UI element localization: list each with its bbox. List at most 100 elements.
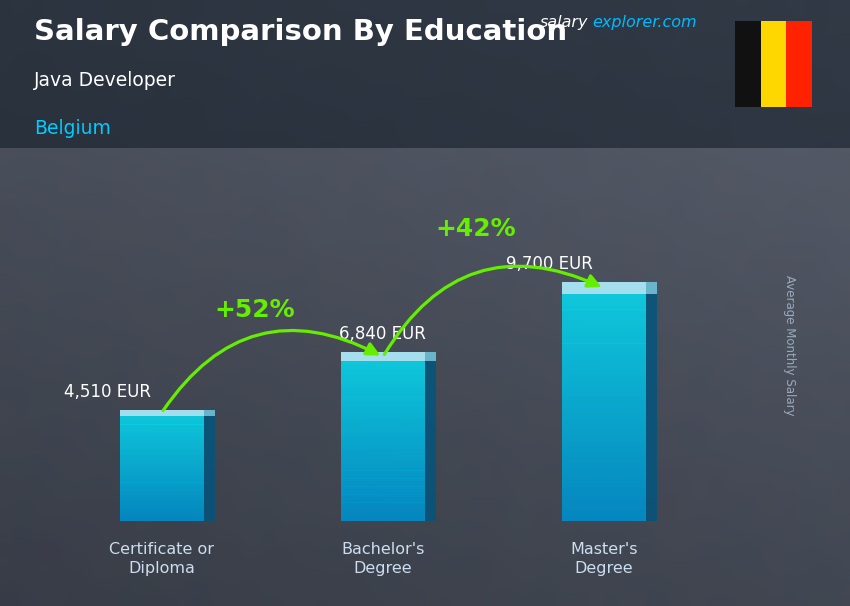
Bar bbox=[120, 484, 204, 486]
Bar bbox=[120, 431, 204, 433]
Bar bbox=[341, 462, 425, 465]
Bar bbox=[562, 317, 646, 321]
Bar bbox=[341, 396, 425, 399]
Bar bbox=[341, 441, 425, 444]
Bar bbox=[562, 479, 646, 484]
Bar bbox=[341, 364, 425, 367]
Bar bbox=[120, 435, 204, 437]
Bar bbox=[341, 433, 425, 436]
Bar bbox=[120, 423, 204, 425]
Bar bbox=[341, 430, 425, 433]
Bar bbox=[120, 470, 204, 472]
Bar bbox=[562, 491, 646, 494]
Bar bbox=[562, 310, 646, 313]
Bar bbox=[120, 456, 204, 458]
Bar bbox=[341, 390, 425, 393]
Bar bbox=[341, 382, 425, 385]
Bar bbox=[341, 415, 425, 417]
Bar bbox=[341, 375, 425, 378]
Bar bbox=[562, 336, 646, 340]
Bar bbox=[562, 396, 646, 400]
Text: 6,840 EUR: 6,840 EUR bbox=[339, 325, 427, 344]
Bar bbox=[425, 353, 436, 361]
Bar bbox=[120, 472, 204, 474]
Bar bbox=[341, 473, 425, 476]
Bar bbox=[646, 295, 657, 521]
Bar bbox=[562, 351, 646, 355]
Bar bbox=[562, 347, 646, 351]
Bar bbox=[562, 434, 646, 438]
Bar bbox=[341, 380, 425, 382]
Bar bbox=[562, 457, 646, 461]
Bar bbox=[120, 500, 204, 502]
Bar bbox=[120, 461, 204, 463]
Bar bbox=[341, 487, 425, 489]
Bar bbox=[120, 454, 204, 456]
Bar bbox=[120, 430, 204, 431]
Bar bbox=[562, 449, 646, 453]
Bar bbox=[425, 361, 436, 521]
Bar bbox=[761, 21, 786, 107]
Text: 4,510 EUR: 4,510 EUR bbox=[64, 383, 150, 401]
Bar bbox=[562, 518, 646, 521]
Bar bbox=[562, 445, 646, 450]
Text: Master's
Degree: Master's Degree bbox=[570, 542, 638, 576]
Bar bbox=[562, 430, 646, 435]
Bar bbox=[120, 421, 204, 423]
Bar bbox=[341, 476, 425, 479]
Bar bbox=[120, 511, 204, 513]
Bar bbox=[341, 385, 425, 388]
Bar bbox=[562, 427, 646, 430]
Bar bbox=[120, 459, 204, 461]
Text: +42%: +42% bbox=[435, 216, 516, 241]
Bar bbox=[562, 468, 646, 472]
Bar bbox=[562, 321, 646, 325]
Bar bbox=[120, 416, 204, 418]
Bar bbox=[120, 449, 204, 451]
Bar bbox=[120, 419, 204, 421]
Bar bbox=[120, 502, 204, 504]
Bar bbox=[120, 463, 204, 465]
Bar bbox=[120, 514, 204, 516]
Bar bbox=[562, 506, 646, 510]
Bar bbox=[562, 502, 646, 506]
Bar bbox=[341, 420, 425, 422]
Bar bbox=[120, 481, 204, 482]
Bar bbox=[120, 493, 204, 495]
Bar bbox=[562, 415, 646, 419]
Bar bbox=[562, 499, 646, 502]
Bar bbox=[341, 489, 425, 492]
Bar bbox=[120, 426, 204, 428]
Bar bbox=[562, 442, 646, 445]
Bar bbox=[562, 325, 646, 328]
Bar bbox=[341, 417, 425, 420]
Bar bbox=[341, 479, 425, 481]
Bar bbox=[562, 404, 646, 408]
Text: Certificate or
Diploma: Certificate or Diploma bbox=[109, 542, 214, 576]
Bar bbox=[120, 477, 204, 479]
Bar bbox=[341, 510, 425, 513]
Text: Salary Comparison By Education: Salary Comparison By Education bbox=[34, 18, 567, 46]
Bar bbox=[120, 482, 204, 484]
Bar bbox=[341, 401, 425, 404]
Bar bbox=[341, 353, 425, 361]
Bar bbox=[341, 519, 425, 521]
Bar bbox=[341, 502, 425, 505]
Bar bbox=[562, 370, 646, 374]
Bar bbox=[341, 505, 425, 508]
Bar bbox=[120, 428, 204, 430]
Bar bbox=[562, 472, 646, 476]
Bar bbox=[120, 451, 204, 453]
Bar bbox=[341, 513, 425, 516]
Bar bbox=[341, 460, 425, 462]
Bar bbox=[562, 438, 646, 442]
Bar bbox=[341, 367, 425, 369]
Bar bbox=[120, 509, 204, 511]
Bar bbox=[562, 282, 646, 295]
Bar bbox=[120, 468, 204, 470]
Bar bbox=[341, 452, 425, 454]
Bar bbox=[562, 389, 646, 393]
Bar bbox=[341, 393, 425, 396]
Bar bbox=[120, 418, 204, 419]
Bar bbox=[341, 436, 425, 439]
